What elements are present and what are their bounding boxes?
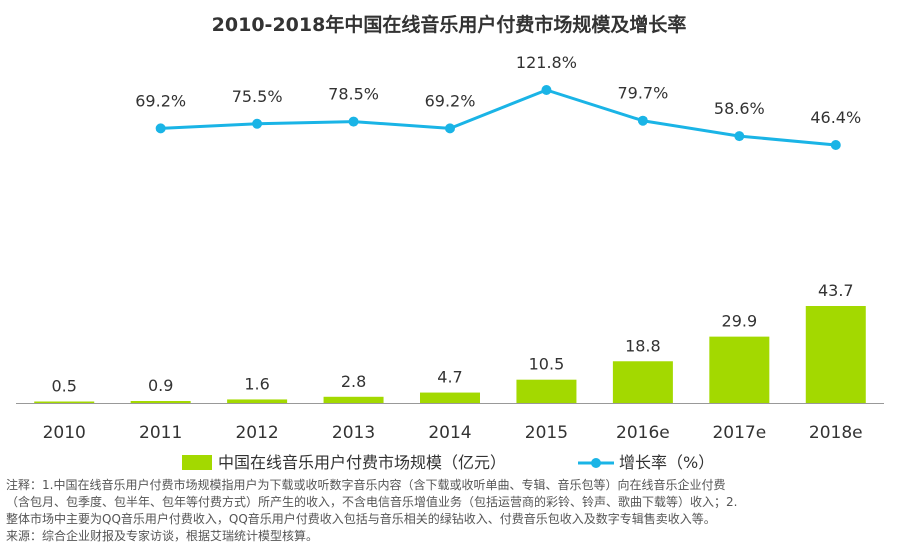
bar-label-2010: 0.5 — [51, 377, 76, 396]
growth-label-2017e: 58.6% — [714, 99, 765, 118]
growth-point-2013 — [348, 116, 359, 127]
legend: 中国在线音乐用户付费市场规模（亿元） 增长率（%） — [182, 453, 714, 472]
bar-label-2013: 2.8 — [341, 372, 366, 391]
x-tick-2017e: 2017e — [712, 423, 766, 443]
x-tick-2013: 2013 — [332, 423, 375, 443]
growth-point-2018e — [830, 140, 841, 150]
bar-2017e — [709, 336, 770, 403]
bar-label-2014: 4.7 — [437, 368, 462, 387]
bar-label-2018e: 43.7 — [818, 281, 854, 300]
bar-label-2011: 0.9 — [148, 376, 173, 395]
growth-label-2011: 69.2% — [135, 91, 186, 110]
bar-label-2016e: 18.8 — [625, 336, 661, 355]
growth-label-2016e: 79.7% — [617, 84, 668, 103]
bar-2013 — [323, 396, 384, 403]
bar-2015 — [516, 379, 577, 403]
x-tick-2016e: 2016e — [616, 423, 670, 443]
growth-label-2013: 78.5% — [328, 85, 379, 104]
bar-2011 — [130, 401, 191, 403]
footnote-line: 来源：综合企业财报及专家访谈，根据艾瑞统计模型核算。 — [6, 529, 319, 543]
growth-point-2012 — [252, 118, 263, 129]
bar-label-2017e: 29.9 — [722, 312, 758, 331]
growth-rate-line — [160, 88, 836, 147]
x-axis-ticks: 2010 2011 2012 2013 2014 2015 2016e 2017e 2018e — [43, 423, 863, 443]
growth-label-2018e: 46.4% — [810, 108, 861, 127]
bar-label-2012: 1.6 — [244, 374, 269, 393]
growth-label-2015: 121.8% — [516, 53, 577, 72]
growth-point-2011 — [155, 123, 166, 134]
x-tick-2011: 2011 — [139, 423, 182, 443]
growth-point-2015 — [541, 85, 552, 95]
chart-title: 2010-2018年中国在线音乐用户付费市场规模及增长率 — [212, 13, 687, 36]
bar-2016e — [612, 361, 673, 403]
x-tick-2012: 2012 — [235, 423, 278, 443]
footnote-line: 整体市场中主要为QQ音乐用户付费收入，QQ音乐用户付费收入包括与音乐相关的绿钻收… — [6, 512, 716, 526]
legend-line-marker — [591, 458, 601, 468]
bar-2010 — [34, 401, 95, 403]
footnotes: 注释：1.中国在线音乐用户付费市场规模指用户为下载或收听数字音乐内容（含下载或收… — [6, 477, 892, 545]
footnote-line: （含包月、包季度、包半年、包年等付费方式）所产生的收入，不含电信音乐增值业务（包… — [6, 495, 738, 509]
bar-2012 — [227, 399, 288, 403]
x-tick-2010: 2010 — [43, 423, 86, 443]
chart: 2010-2018年中国在线音乐用户付费市场规模及增长率 69.2% 75.5% 7… — [16, 13, 884, 472]
growth-point-2017e — [734, 131, 745, 142]
bar-2018e — [805, 306, 866, 403]
legend-bar-swatch — [182, 455, 212, 470]
bar-2014 — [420, 392, 480, 403]
footnote-line: 注释：1.中国在线音乐用户付费市场规模指用户为下载或收听数字音乐内容（含下载或收… — [6, 478, 726, 492]
growth-point-2014 — [445, 123, 455, 134]
market-size-layer: 0.5 0.9 1.6 2.8 4.7 10.5 18.8 29.9 43.7 — [34, 281, 866, 403]
growth-label-2014: 69.2% — [425, 91, 476, 110]
bar-label-2015: 10.5 — [529, 355, 565, 374]
x-tick-2015: 2015 — [525, 423, 568, 443]
growth-point-2016e — [637, 115, 648, 126]
growth-rate-layer: 69.2% 75.5% 78.5% 69.2% 121.8% 79.7% 58.6% 46.4… — [135, 53, 861, 150]
growth-label-2012: 75.5% — [232, 87, 283, 106]
x-tick-2018e: 2018e — [809, 423, 863, 443]
legend-bar-label: 中国在线音乐用户付费市场规模（亿元） — [218, 453, 506, 472]
legend-line-label: 增长率（%） — [619, 453, 714, 472]
x-tick-2014: 2014 — [428, 423, 471, 443]
